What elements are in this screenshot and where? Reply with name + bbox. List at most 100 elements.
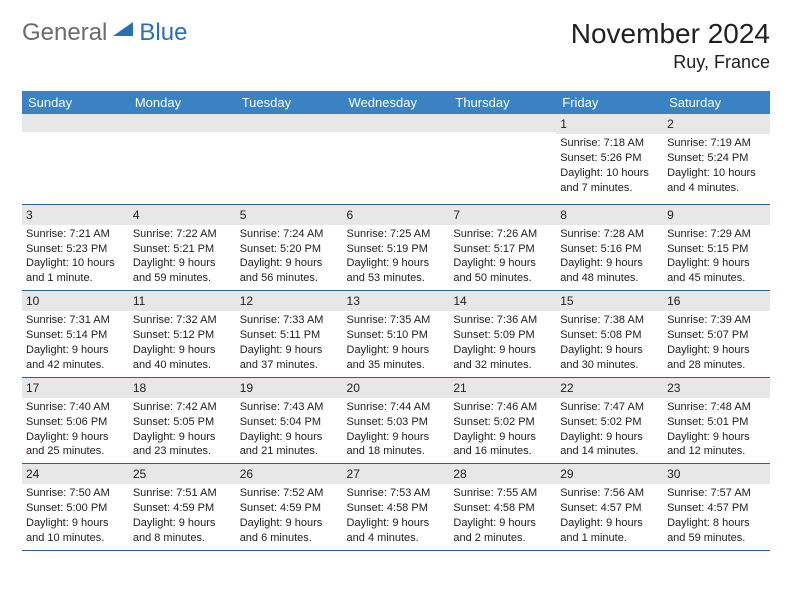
daylight-text: Daylight: 9 hours and 14 minutes. (560, 430, 659, 460)
day-number (22, 114, 129, 132)
sunset-text: Sunset: 5:23 PM (26, 242, 125, 257)
sunrise-text: Sunrise: 7:55 AM (453, 486, 552, 501)
daylight-text: Daylight: 9 hours and 16 minutes. (453, 430, 552, 460)
calendar-day-cell: 3Sunrise: 7:21 AMSunset: 5:23 PMDaylight… (22, 204, 129, 291)
daylight-text: Daylight: 8 hours and 59 minutes. (667, 516, 766, 546)
sunrise-text: Sunrise: 7:36 AM (453, 313, 552, 328)
day-body: Sunrise: 7:42 AMSunset: 5:05 PMDaylight:… (129, 398, 236, 463)
sunset-text: Sunset: 5:02 PM (453, 415, 552, 430)
sunrise-text: Sunrise: 7:47 AM (560, 400, 659, 415)
day-body: Sunrise: 7:53 AMSunset: 4:58 PMDaylight:… (343, 484, 450, 549)
calendar-day-cell: 25Sunrise: 7:51 AMSunset: 4:59 PMDayligh… (129, 464, 236, 551)
sunset-text: Sunset: 5:04 PM (240, 415, 339, 430)
sunrise-text: Sunrise: 7:43 AM (240, 400, 339, 415)
sunset-text: Sunset: 5:14 PM (26, 328, 125, 343)
sunset-text: Sunset: 5:21 PM (133, 242, 232, 257)
day-number: 30 (663, 464, 770, 484)
sunset-text: Sunset: 5:17 PM (453, 242, 552, 257)
sunrise-text: Sunrise: 7:51 AM (133, 486, 232, 501)
daylight-text: Daylight: 9 hours and 40 minutes. (133, 343, 232, 373)
daylight-text: Daylight: 9 hours and 23 minutes. (133, 430, 232, 460)
day-number: 29 (556, 464, 663, 484)
day-body: Sunrise: 7:38 AMSunset: 5:08 PMDaylight:… (556, 311, 663, 376)
weekday-header: Saturday (663, 91, 770, 114)
sunrise-text: Sunrise: 7:53 AM (347, 486, 446, 501)
sunset-text: Sunset: 5:02 PM (560, 415, 659, 430)
daylight-text: Daylight: 9 hours and 10 minutes. (26, 516, 125, 546)
calendar-day-cell: 11Sunrise: 7:32 AMSunset: 5:12 PMDayligh… (129, 291, 236, 378)
sunrise-text: Sunrise: 7:29 AM (667, 227, 766, 242)
calendar-day-cell: 4Sunrise: 7:22 AMSunset: 5:21 PMDaylight… (129, 204, 236, 291)
sunset-text: Sunset: 5:07 PM (667, 328, 766, 343)
daylight-text: Daylight: 9 hours and 6 minutes. (240, 516, 339, 546)
daylight-text: Daylight: 9 hours and 42 minutes. (26, 343, 125, 373)
sunrise-text: Sunrise: 7:52 AM (240, 486, 339, 501)
calendar-day-cell: 28Sunrise: 7:55 AMSunset: 4:58 PMDayligh… (449, 464, 556, 551)
sunrise-text: Sunrise: 7:25 AM (347, 227, 446, 242)
day-number: 24 (22, 464, 129, 484)
day-number: 17 (22, 378, 129, 398)
sunset-text: Sunset: 4:59 PM (240, 501, 339, 516)
daylight-text: Daylight: 9 hours and 32 minutes. (453, 343, 552, 373)
day-body: Sunrise: 7:43 AMSunset: 5:04 PMDaylight:… (236, 398, 343, 463)
day-number (343, 114, 450, 132)
day-body: Sunrise: 7:21 AMSunset: 5:23 PMDaylight:… (22, 225, 129, 290)
calendar-day-cell: 22Sunrise: 7:47 AMSunset: 5:02 PMDayligh… (556, 377, 663, 464)
sunrise-text: Sunrise: 7:57 AM (667, 486, 766, 501)
day-body: Sunrise: 7:35 AMSunset: 5:10 PMDaylight:… (343, 311, 450, 376)
calendar-day-cell: 2Sunrise: 7:19 AMSunset: 5:24 PMDaylight… (663, 114, 770, 204)
logo-word-2: Blue (139, 19, 187, 47)
calendar-day-cell (22, 114, 129, 204)
sunset-text: Sunset: 4:59 PM (133, 501, 232, 516)
calendar-day-cell: 21Sunrise: 7:46 AMSunset: 5:02 PMDayligh… (449, 377, 556, 464)
calendar-week-row: 24Sunrise: 7:50 AMSunset: 5:00 PMDayligh… (22, 464, 770, 551)
day-body: Sunrise: 7:52 AMSunset: 4:59 PMDaylight:… (236, 484, 343, 549)
sunset-text: Sunset: 4:57 PM (667, 501, 766, 516)
sunrise-text: Sunrise: 7:33 AM (240, 313, 339, 328)
calendar-table: Sunday Monday Tuesday Wednesday Thursday… (22, 91, 770, 551)
day-number: 25 (129, 464, 236, 484)
calendar-day-cell: 7 Sunrise: 7:26 AMSunset: 5:17 PMDaylight… (449, 204, 556, 291)
sunrise-text: Sunrise: 7:24 AM (240, 227, 339, 242)
calendar-day-cell: 17Sunrise: 7:40 AMSunset: 5:06 PMDayligh… (22, 377, 129, 464)
day-number: 15 (556, 291, 663, 311)
calendar-week-row: 10Sunrise: 7:31 AMSunset: 5:14 PMDayligh… (22, 291, 770, 378)
day-number: 28 (449, 464, 556, 484)
sunrise-text: Sunrise: 7:26 AM (453, 227, 552, 242)
day-body (236, 132, 343, 138)
calendar-day-cell: 26Sunrise: 7:52 AMSunset: 4:59 PMDayligh… (236, 464, 343, 551)
title-block: November 2024 Ruy, France (571, 18, 770, 73)
sunset-text: Sunset: 4:57 PM (560, 501, 659, 516)
calendar-day-cell: 27Sunrise: 7:53 AMSunset: 4:58 PMDayligh… (343, 464, 450, 551)
sunset-text: Sunset: 5:15 PM (667, 242, 766, 257)
calendar-day-cell: 9Sunrise: 7:29 AMSunset: 5:15 PMDaylight… (663, 204, 770, 291)
daylight-text: Daylight: 10 hours and 4 minutes. (667, 166, 766, 196)
daylight-text: Daylight: 10 hours and 7 minutes. (560, 166, 659, 196)
daylight-text: Daylight: 9 hours and 50 minutes. (453, 256, 552, 286)
sunrise-text: Sunrise: 7:22 AM (133, 227, 232, 242)
day-number: 7 (449, 205, 556, 225)
day-body: Sunrise: 7:36 AMSunset: 5:09 PMDaylight:… (449, 311, 556, 376)
day-number: 14 (449, 291, 556, 311)
sunrise-text: Sunrise: 7:56 AM (560, 486, 659, 501)
day-body: Sunrise: 7:51 AMSunset: 4:59 PMDaylight:… (129, 484, 236, 549)
day-number: 11 (129, 291, 236, 311)
sunrise-text: Sunrise: 7:21 AM (26, 227, 125, 242)
day-number: 26 (236, 464, 343, 484)
day-number: 1 (556, 114, 663, 134)
day-body (129, 132, 236, 138)
day-body: Sunrise: 7:29 AMSunset: 5:15 PMDaylight:… (663, 225, 770, 290)
calendar-day-cell: 8Sunrise: 7:28 AMSunset: 5:16 PMDaylight… (556, 204, 663, 291)
day-number (236, 114, 343, 132)
daylight-text: Daylight: 9 hours and 35 minutes. (347, 343, 446, 373)
calendar-day-cell (236, 114, 343, 204)
calendar-week-row: 17Sunrise: 7:40 AMSunset: 5:06 PMDayligh… (22, 377, 770, 464)
calendar-day-cell: 29Sunrise: 7:56 AMSunset: 4:57 PMDayligh… (556, 464, 663, 551)
day-number: 10 (22, 291, 129, 311)
sunrise-text: Sunrise: 7:32 AM (133, 313, 232, 328)
weekday-header: Friday (556, 91, 663, 114)
sunset-text: Sunset: 5:24 PM (667, 151, 766, 166)
day-body: Sunrise: 7:39 AMSunset: 5:07 PMDaylight:… (663, 311, 770, 376)
weekday-header: Monday (129, 91, 236, 114)
daylight-text: Daylight: 9 hours and 59 minutes. (133, 256, 232, 286)
